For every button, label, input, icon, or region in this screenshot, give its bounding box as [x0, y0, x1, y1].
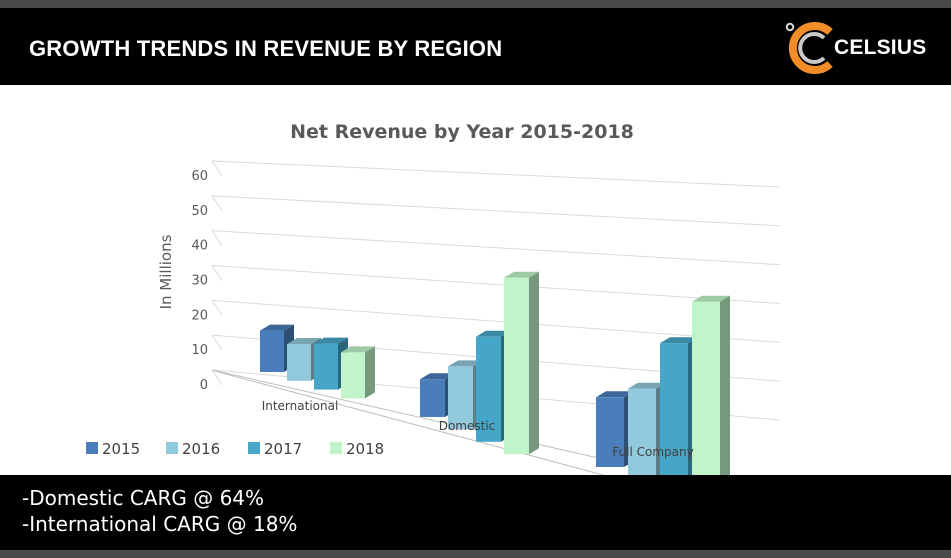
bar-domestic-2018	[504, 277, 529, 455]
bar-domestic-2017	[476, 336, 501, 442]
gridline	[211, 265, 781, 304]
bar-top	[596, 391, 634, 398]
chart-area: Net Revenue by Year 2015-2018 In Millions…	[0, 85, 951, 475]
y-tick-label: 30	[191, 274, 208, 289]
legend-label-2018: 2018	[346, 440, 384, 458]
bar-top	[448, 360, 483, 367]
legend-label-2017: 2017	[264, 440, 302, 458]
gridline	[211, 195, 781, 227]
bar-international-2018	[341, 352, 365, 399]
category-label: Domestic	[439, 419, 496, 433]
gridline-side	[211, 300, 223, 316]
revenue-chart: Net Revenue by Year 2015-2018 In Millions…	[86, 121, 781, 475]
bar-side	[720, 295, 730, 475]
gridline-side	[211, 230, 223, 246]
bar-full-company-2016	[628, 388, 656, 475]
degree-icon	[785, 22, 795, 32]
category-label: Full Company	[612, 445, 693, 459]
bar-top	[420, 373, 455, 380]
y-tick-label: 40	[191, 239, 208, 254]
y-tick-label: 50	[191, 204, 208, 219]
gridline-side	[211, 334, 223, 351]
gridline-side	[211, 369, 223, 386]
bar-top	[260, 324, 294, 331]
brand-name: CELSIUS	[834, 36, 927, 59]
gridline-side	[211, 195, 223, 212]
bottom-border	[0, 550, 951, 558]
legend-swatch-2018	[330, 442, 342, 454]
bar-top	[660, 337, 698, 344]
legend-swatch-2015	[86, 442, 98, 454]
bar-full-company-2017	[660, 343, 688, 475]
logo-c-mark	[788, 22, 833, 74]
category-label: International	[262, 399, 339, 413]
gridline-side	[211, 265, 223, 281]
y-tick-label: 10	[191, 343, 208, 358]
bar-international-2017	[314, 343, 338, 390]
gridline	[211, 230, 781, 266]
bar-domestic-2015	[420, 379, 445, 417]
bar-top	[476, 330, 511, 337]
bar-top	[341, 346, 375, 353]
domestic-cagr-note: -Domestic CARG @ 64%	[22, 486, 265, 510]
legend-label-2016: 2016	[182, 440, 220, 458]
y-axis-label: In Millions	[157, 234, 175, 309]
bar-side	[529, 271, 539, 455]
bar-domestic-2016	[448, 366, 473, 430]
bar-top	[628, 382, 666, 389]
bar-top	[692, 295, 730, 302]
gridline	[211, 160, 781, 188]
slide-title: GROWTH TRENDS IN REVENUE BY REGION	[29, 36, 503, 61]
bar-international-2016	[287, 344, 311, 381]
y-tick-label: 0	[200, 378, 208, 393]
legend-swatch-2017	[248, 442, 260, 454]
bar-side	[365, 346, 375, 399]
bar-top	[314, 337, 348, 344]
legend-swatch-2016	[166, 442, 178, 454]
logo-c-inner	[798, 32, 826, 64]
bar-top	[287, 338, 321, 344]
international-cagr-note: -International CARG @ 18%	[22, 512, 298, 536]
chart-title: Net Revenue by Year 2015-2018	[290, 121, 634, 143]
gridline-side	[211, 160, 223, 177]
slide-footer	[0, 475, 951, 550]
bar-international-2015	[260, 330, 284, 372]
legend-label-2015: 2015	[102, 440, 140, 458]
top-border	[0, 0, 951, 8]
bar-full-company-2018	[692, 301, 720, 475]
gridline	[211, 299, 781, 343]
bar-top	[504, 271, 539, 278]
bar-full-company-2015	[596, 397, 624, 467]
celsius-logo	[785, 22, 833, 74]
y-tick-label: 60	[191, 169, 208, 184]
y-tick-label: 20	[191, 308, 208, 323]
